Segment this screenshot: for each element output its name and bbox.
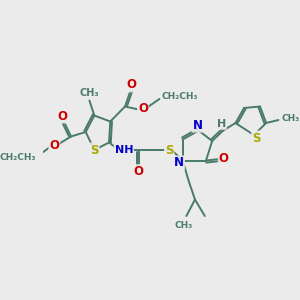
Text: O: O: [49, 139, 59, 152]
Text: NH: NH: [115, 145, 133, 155]
Text: O: O: [127, 78, 136, 92]
Text: CH₃: CH₃: [281, 114, 300, 123]
Text: S: S: [90, 143, 99, 157]
Text: O: O: [138, 101, 148, 115]
Text: CH₂CH₃: CH₂CH₃: [162, 92, 198, 101]
Text: CH₃: CH₃: [175, 221, 193, 230]
Text: O: O: [134, 165, 143, 178]
Text: N: N: [192, 118, 203, 132]
Text: N: N: [174, 156, 184, 170]
Text: S: S: [165, 143, 173, 157]
Text: CH₂CH₃: CH₂CH₃: [0, 153, 36, 162]
Text: CH₃: CH₃: [80, 88, 99, 98]
Text: O: O: [57, 110, 67, 123]
Text: S: S: [252, 131, 261, 145]
Text: H: H: [217, 119, 226, 129]
Text: O: O: [219, 152, 229, 166]
